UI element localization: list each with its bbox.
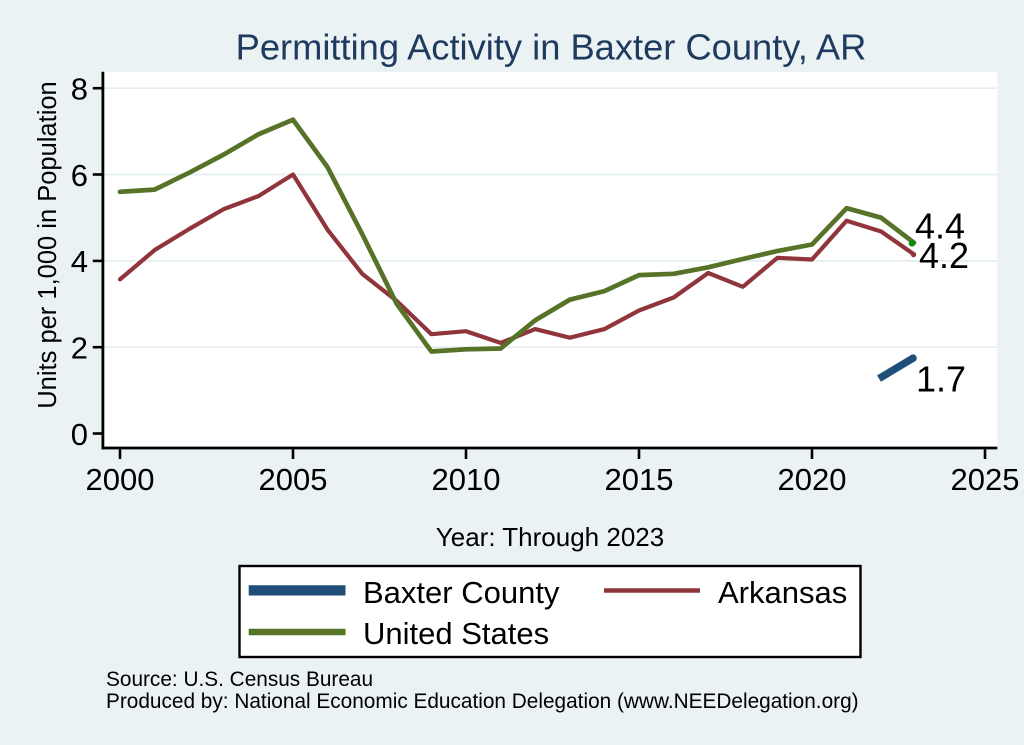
svg-text:2: 2	[71, 331, 88, 366]
svg-text:Permitting Activity in Baxter: Permitting Activity in Baxter County, AR	[236, 27, 867, 68]
svg-text:2020: 2020	[778, 462, 847, 497]
svg-text:1.7: 1.7	[916, 359, 966, 400]
svg-text:4.2: 4.2	[919, 235, 969, 276]
svg-text:Produced by: National Economic: Produced by: National Economic Education…	[106, 690, 859, 713]
svg-text:Units per 1,000 in Population: Units per 1,000 in Population	[34, 81, 62, 408]
svg-text:United States: United States	[363, 616, 549, 651]
svg-text:4: 4	[71, 244, 88, 279]
svg-text:2010: 2010	[432, 462, 501, 497]
svg-text:4.4: 4.4	[915, 206, 965, 247]
svg-text:0: 0	[71, 417, 88, 452]
svg-text:Source: U.S. Census Bureau: Source: U.S. Census Bureau	[106, 668, 373, 691]
svg-text:2015: 2015	[605, 462, 674, 497]
svg-text:8: 8	[71, 72, 88, 107]
svg-text:2025: 2025	[951, 462, 1020, 497]
svg-text:Year: Through 2023: Year: Through 2023	[436, 522, 664, 552]
svg-text:2005: 2005	[259, 462, 328, 497]
svg-text:2000: 2000	[86, 462, 155, 497]
svg-text:Baxter County: Baxter County	[363, 575, 560, 610]
svg-text:6: 6	[71, 158, 88, 193]
svg-text:Arkansas: Arkansas	[718, 575, 847, 610]
